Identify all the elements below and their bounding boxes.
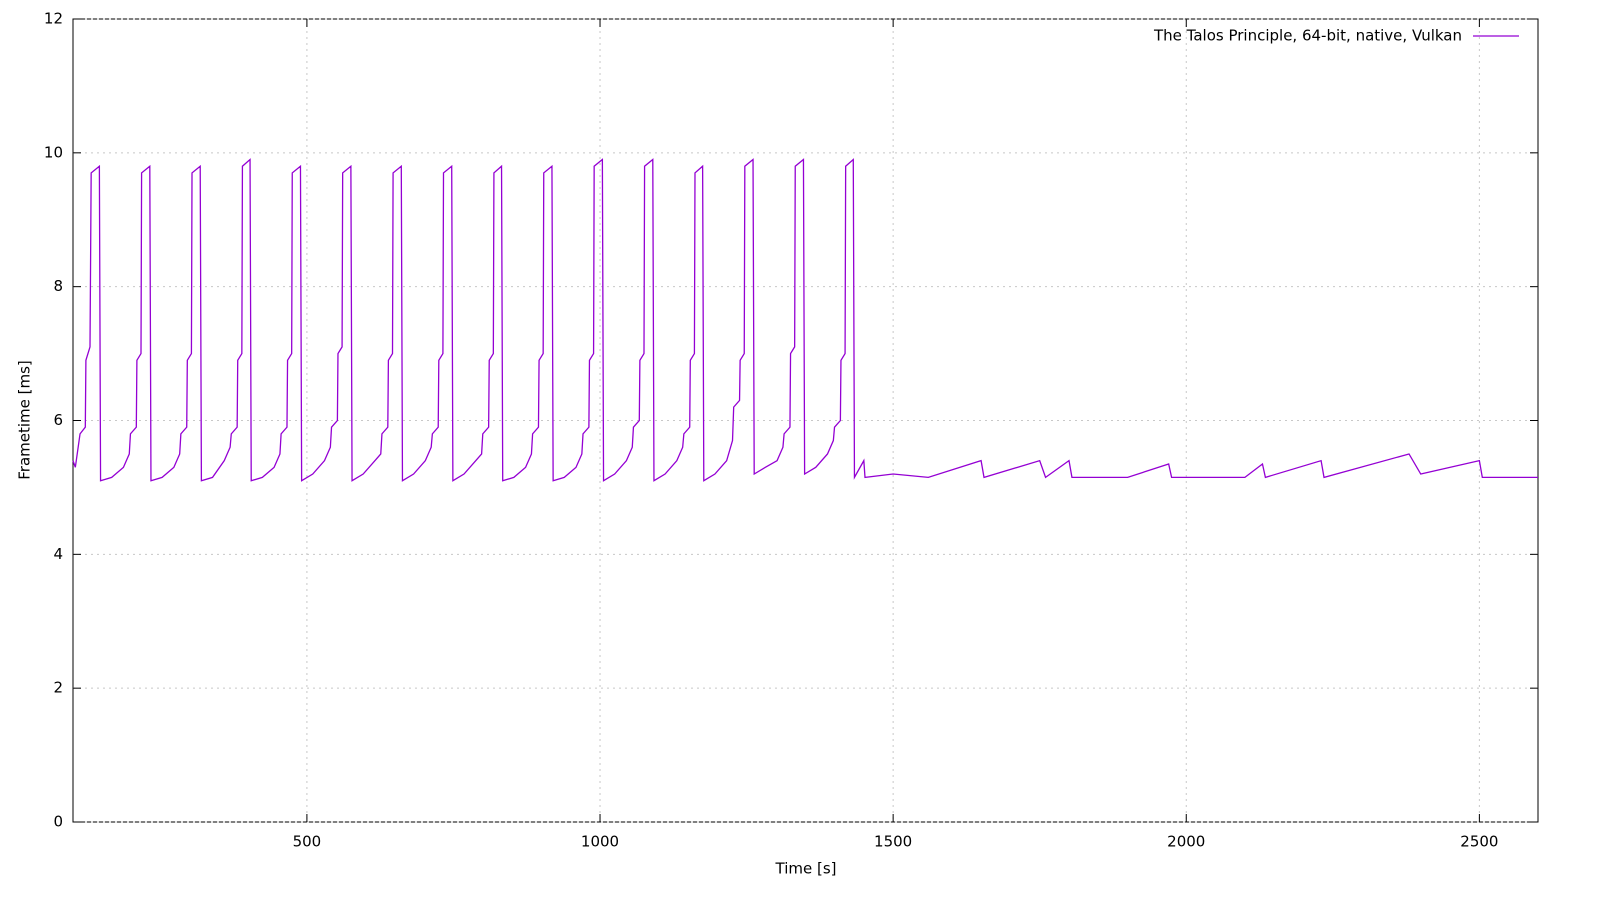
x-tick-label: 2500 bbox=[1460, 833, 1498, 851]
y-tick-label: 12 bbox=[44, 10, 63, 28]
y-tick-label: 4 bbox=[53, 545, 63, 563]
legend-label: The Talos Principle, 64-bit, native, Vul… bbox=[1153, 27, 1462, 45]
y-tick-label: 8 bbox=[53, 277, 63, 295]
x-tick-label: 1000 bbox=[581, 833, 619, 851]
x-axis-label: Time [s] bbox=[775, 860, 837, 878]
x-tick-label: 2000 bbox=[1167, 833, 1205, 851]
y-tick-label: 0 bbox=[53, 813, 63, 831]
data-line bbox=[72, 158, 1538, 482]
y-tick-label: 2 bbox=[53, 679, 63, 697]
x-tick-label: 1500 bbox=[874, 833, 912, 851]
x-tick-label: 500 bbox=[293, 833, 322, 851]
y-axis-label: Frametime [ms] bbox=[16, 360, 34, 480]
y-tick-label: 10 bbox=[44, 143, 63, 161]
y-tick-label: 6 bbox=[53, 411, 63, 429]
